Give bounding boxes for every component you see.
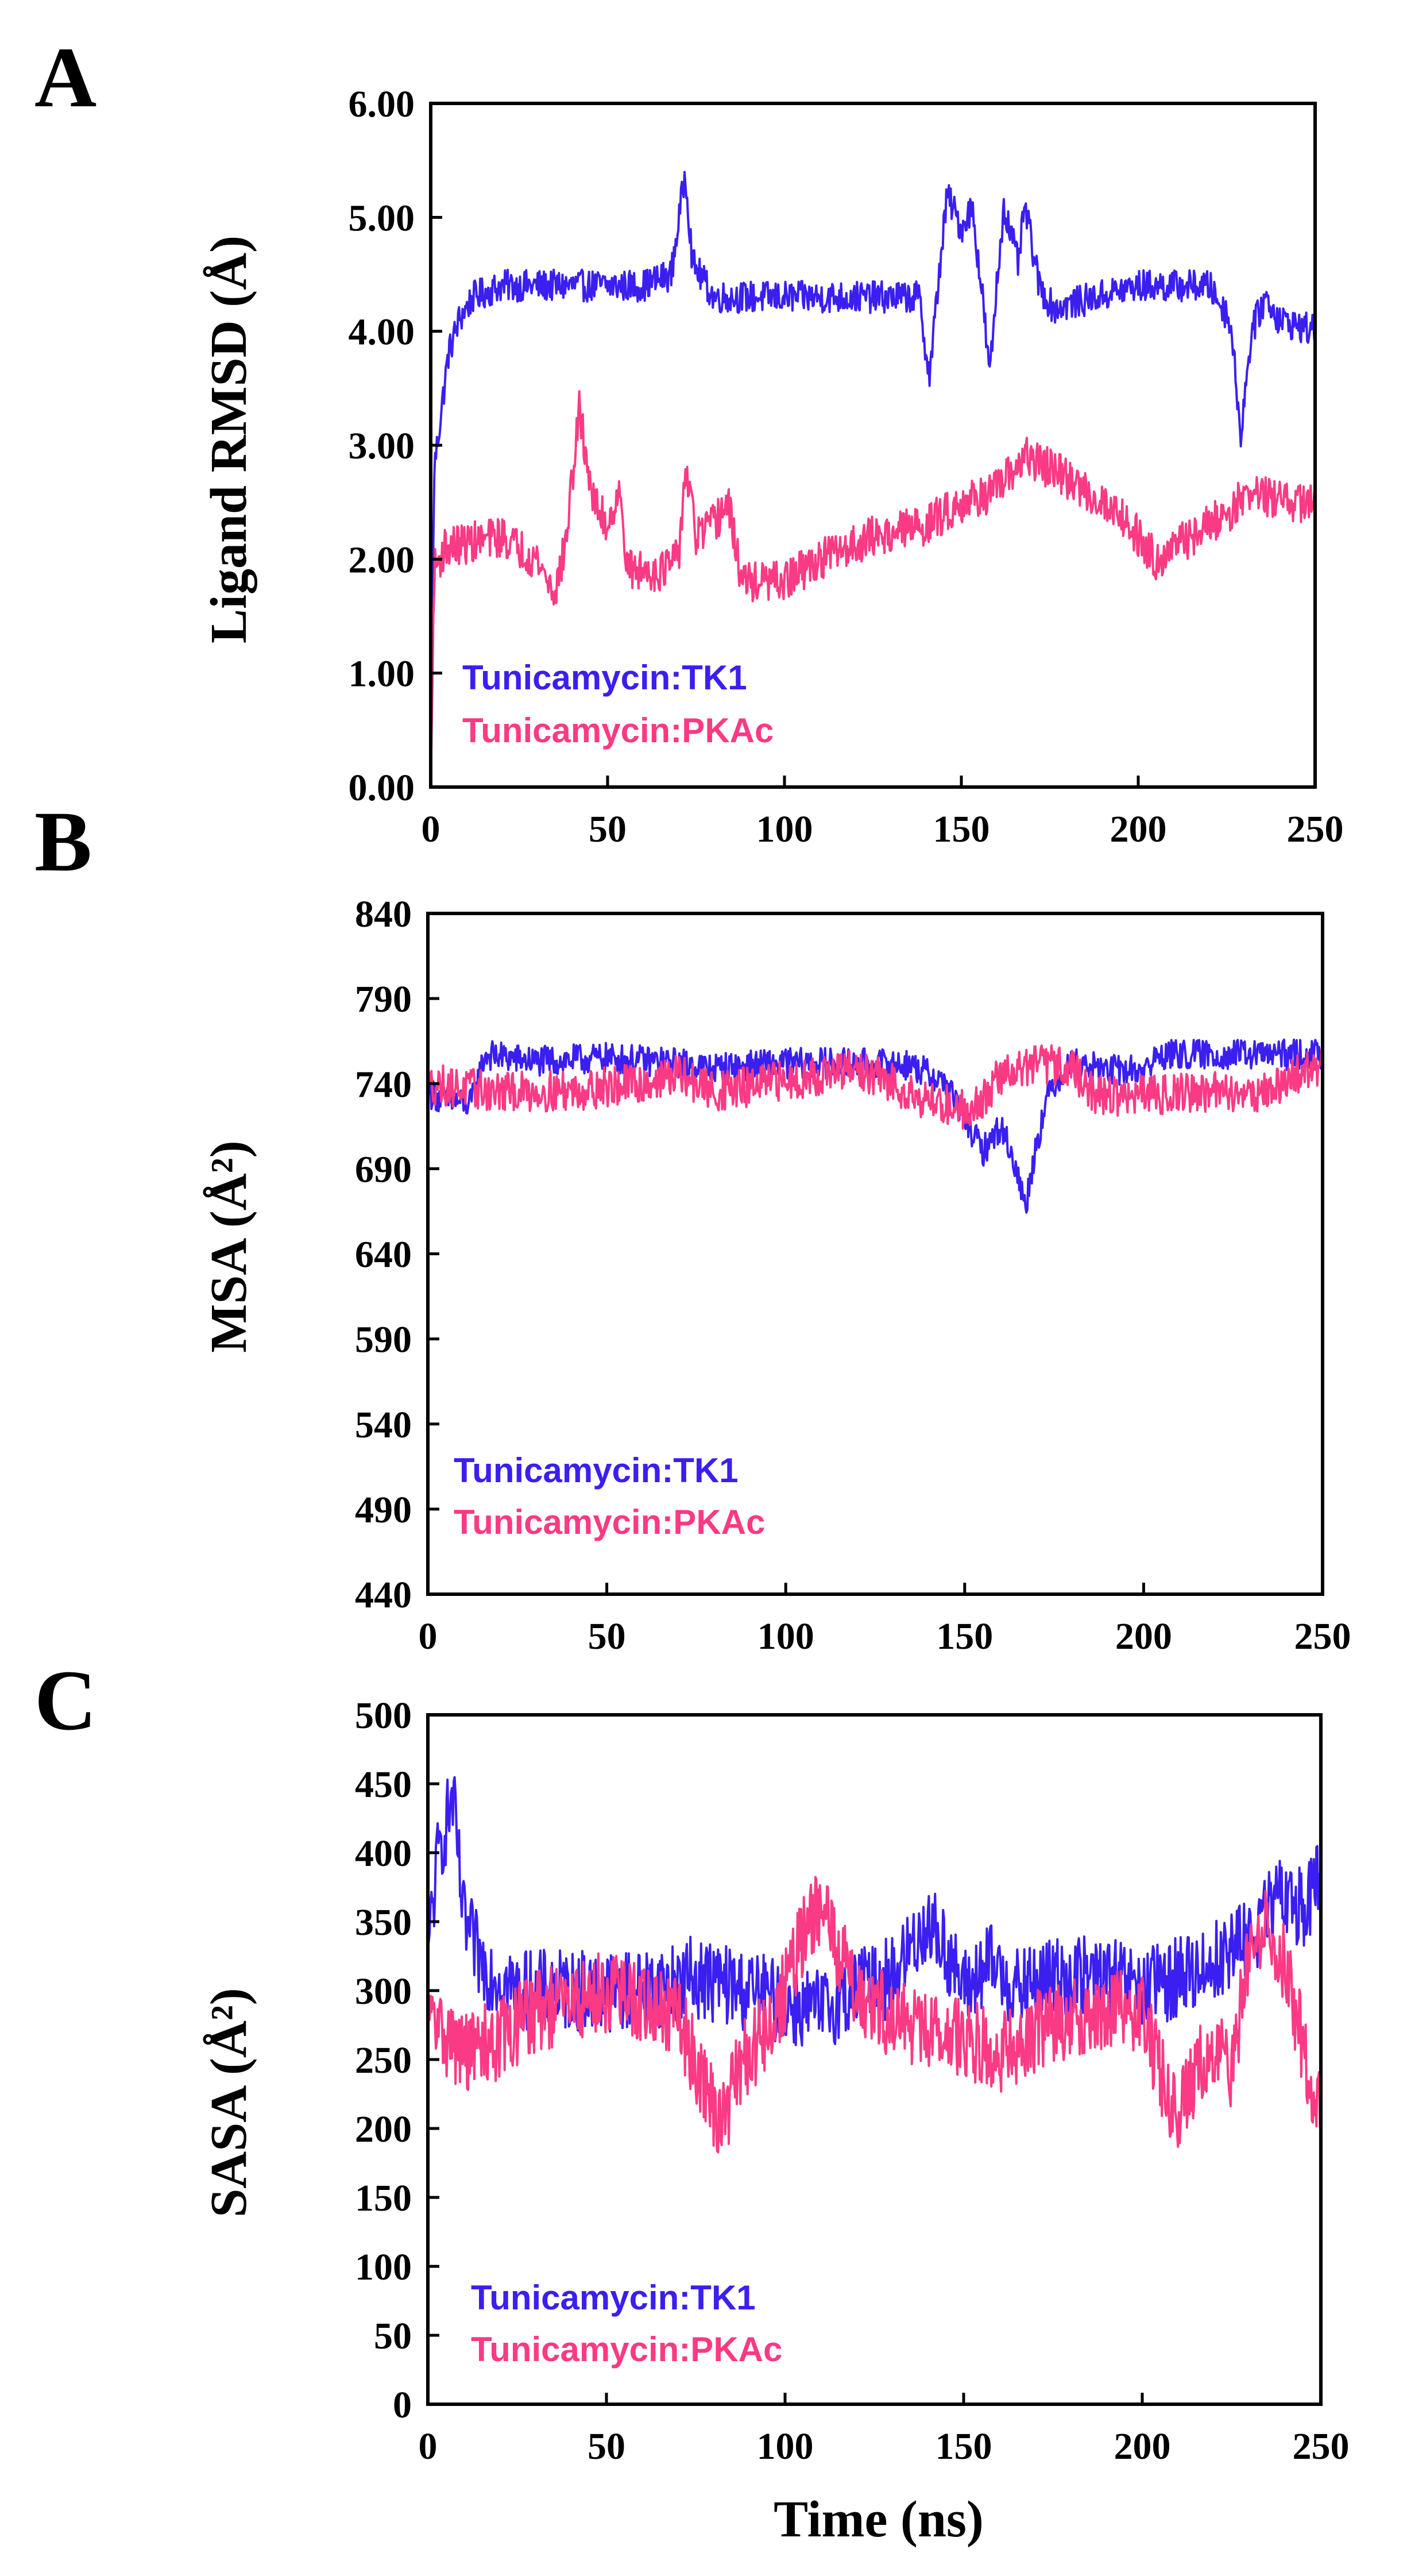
- panel-a: A Ligand RMSD (Å) 0 50 100 150 200 250 0.00 1.0…: [34, 30, 1344, 850]
- x-tick-label-b: 250: [1294, 1615, 1351, 1657]
- y-axis-title-c: SASA (Å²): [200, 1988, 257, 2218]
- legend-entry-pkac-b: Tunicamycin:PKAc: [454, 1503, 765, 1541]
- x-axis-title-c: Time (ns): [774, 2491, 984, 2548]
- series-line-pkac-c: [427, 1876, 1322, 2154]
- y-tick-label-b: 540: [355, 1404, 412, 1446]
- y-tick-label-c: 150: [355, 2177, 412, 2219]
- y-tick-label-a: 3.00: [349, 425, 415, 467]
- ticks-layer-c: 0 50 100 150 200 250 0 50 100 150 200 250 300 350 400 4…: [355, 1695, 1350, 2467]
- x-tick-label-a: 250: [1287, 808, 1344, 850]
- y-tick-label-c: 450: [355, 1764, 412, 1806]
- y-tick-label-c: 400: [355, 1833, 412, 1875]
- x-tick-label-b: 200: [1115, 1615, 1172, 1657]
- x-tick-label-a: 150: [933, 808, 990, 850]
- x-tick-label-a: 200: [1110, 808, 1167, 850]
- legend-c: Tunicamycin:TK1 Tunicamycin:PKAc: [471, 2278, 782, 2369]
- plot-frame-b: [426, 912, 1324, 1596]
- ticks-layer-a: 0 50 100 150 200 250 0.00 1.00 2.00 3.00 4.00 5.00 6…: [349, 83, 1344, 850]
- y-tick-label-c: 50: [374, 2315, 412, 2357]
- y-axis-title-b: MSA (Å²): [200, 1140, 257, 1352]
- x-tick-label-b: 0: [419, 1615, 438, 1657]
- y-tick-label-b: 440: [355, 1574, 412, 1616]
- legend-entry-pkac-a: Tunicamycin:PKAc: [462, 711, 774, 750]
- legend-b: Tunicamycin:TK1 Tunicamycin:PKAc: [454, 1451, 765, 1541]
- y-tick-label-c: 200: [355, 2108, 412, 2150]
- y-tick-label-c: 0: [393, 2384, 412, 2426]
- legend-entry-tk1-b: Tunicamycin:TK1: [454, 1451, 739, 1490]
- y-tick-label-b: 690: [355, 1148, 412, 1190]
- legend-a: Tunicamycin:TK1 Tunicamycin:PKAc: [462, 658, 774, 750]
- panel-letter-c: C: [34, 1653, 96, 1748]
- series-layer-c: [427, 1776, 1322, 2154]
- y-tick-label-c: 250: [355, 2039, 412, 2081]
- x-tick-label-a: 100: [756, 808, 813, 850]
- x-tick-label-b: 150: [936, 1615, 993, 1657]
- y-tick-label-a: 0.00: [349, 767, 415, 809]
- y-tick-label-b: 640: [355, 1234, 412, 1276]
- x-tick-label-c: 200: [1114, 2425, 1171, 2467]
- x-tick-label-a: 50: [589, 808, 627, 850]
- panel-b: B MSA (Å²) 0 50 100 150 200 250 440 490 540 590 64…: [34, 794, 1351, 1657]
- panel-c: C SASA (Å²) 0 50 100 150 200 250 0 50 100 150 200 2…: [34, 1653, 1350, 2548]
- y-axis-title-a: Ligand RMSD (Å): [200, 236, 257, 643]
- series-line-tk1-a: [430, 171, 1316, 788]
- x-tick-label-b: 100: [757, 1615, 814, 1657]
- y-tick-label-b: 790: [355, 978, 412, 1020]
- panel-letter-a: A: [34, 30, 96, 125]
- series-layer-b: [427, 1038, 1324, 1214]
- x-tick-label-c: 250: [1293, 2425, 1350, 2467]
- y-tick-label-a: 6.00: [349, 83, 415, 125]
- x-tick-label-c: 100: [757, 2425, 814, 2467]
- y-tick-label-a: 1.00: [349, 653, 415, 695]
- series-line-pkac-a: [430, 390, 1316, 788]
- y-tick-label-c: 350: [355, 1902, 412, 1943]
- x-tick-label-c: 0: [419, 2425, 438, 2467]
- legend-entry-tk1-c: Tunicamycin:TK1: [471, 2278, 756, 2317]
- legend-entry-pkac-c: Tunicamycin:PKAc: [471, 2330, 782, 2369]
- y-tick-label-c: 300: [355, 1970, 412, 2012]
- ticks-layer-b: 0 50 100 150 200 250 440 490 540 590 640 690 740 790 8…: [355, 893, 1351, 1657]
- y-tick-label-b: 740: [355, 1063, 412, 1105]
- y-tick-label-a: 4.00: [349, 311, 415, 353]
- y-tick-label-b: 490: [355, 1489, 412, 1531]
- panel-letter-b: B: [34, 794, 92, 889]
- x-tick-label-b: 50: [588, 1615, 626, 1657]
- y-tick-label-c: 500: [355, 1695, 412, 1737]
- x-tick-label-c: 50: [587, 2425, 625, 2467]
- series-line-pkac-b: [427, 1044, 1324, 1130]
- y-tick-label-b: 590: [355, 1319, 412, 1361]
- y-tick-label-c: 100: [355, 2246, 412, 2288]
- x-tick-label-c: 150: [936, 2425, 992, 2467]
- y-tick-label-a: 2.00: [349, 539, 415, 581]
- legend-entry-tk1-a: Tunicamycin:TK1: [462, 658, 747, 697]
- y-tick-label-b: 840: [355, 893, 412, 935]
- series-layer-a: [430, 171, 1316, 788]
- y-tick-label-a: 5.00: [349, 197, 415, 239]
- x-tick-label-a: 0: [422, 808, 440, 850]
